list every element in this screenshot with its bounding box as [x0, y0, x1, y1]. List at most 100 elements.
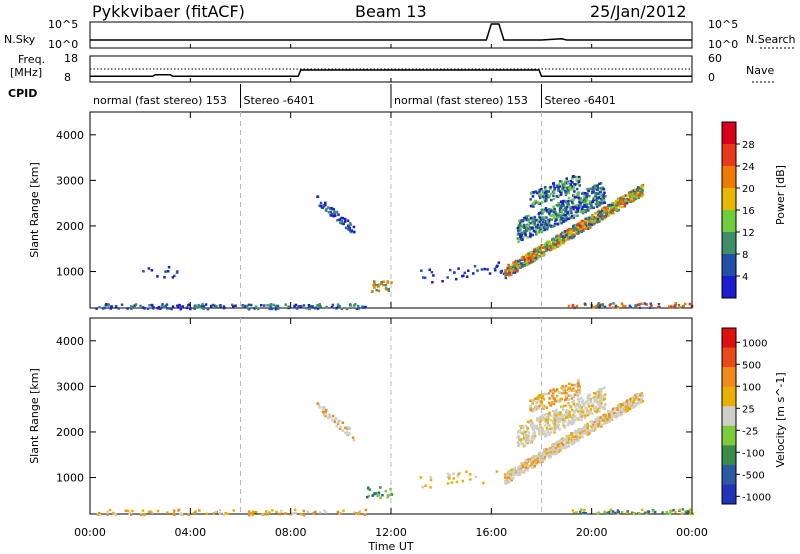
scatter-cell [539, 404, 543, 408]
scatter-cell [526, 469, 529, 472]
scatter-cell [493, 267, 497, 271]
scatter-cell [543, 223, 546, 226]
scatter-cell [612, 306, 615, 309]
scatter-cell [535, 419, 539, 422]
scatter-cell [542, 218, 546, 221]
power-colorbar-label: Power [dB] [774, 165, 787, 225]
scatter-cell [246, 307, 250, 310]
scatter-cell [573, 393, 577, 396]
scatter-cell [552, 197, 556, 201]
scatter-cell [596, 188, 599, 192]
scatter-cell [538, 420, 542, 424]
scatter-cell [553, 399, 557, 403]
scatter-cell [555, 408, 558, 412]
scatter-cell [544, 188, 547, 192]
scatter-cell [542, 210, 545, 213]
scatter-cell [546, 421, 549, 425]
scatter-cell [584, 192, 587, 195]
scatter-cell [533, 218, 536, 221]
scatter-cell [284, 303, 287, 306]
scatter-cell [552, 185, 556, 188]
scatter-cell [581, 200, 585, 203]
scatter-cell [156, 509, 160, 513]
scatter-cell [483, 267, 486, 271]
scatter-cell [559, 193, 563, 196]
scatter-cell [586, 395, 590, 398]
scatter-cell [473, 265, 477, 268]
scatter-cell [377, 285, 380, 288]
scatter-cell [564, 219, 568, 222]
scatter-cell [562, 421, 565, 424]
scatter-cell [556, 420, 559, 423]
scatter-cell [628, 407, 632, 411]
scatter-cell [540, 216, 544, 220]
scatter-cell [569, 435, 572, 439]
scatter-cell [606, 214, 610, 217]
scatter-cell [615, 416, 618, 419]
scatter-cell [584, 414, 587, 417]
scatter-cell [546, 248, 549, 251]
scatter-cell [569, 185, 572, 189]
scatter-cell [535, 233, 538, 236]
scatter-cell [624, 203, 627, 206]
scatter-cell [519, 262, 523, 265]
scatter-cell [607, 416, 611, 419]
scatter-cell [520, 233, 523, 237]
scatter-cell [494, 269, 497, 272]
scatter-cell [628, 304, 632, 308]
scatter-cell [639, 195, 642, 198]
scatter-cell [541, 459, 544, 462]
scatter-cell [585, 198, 589, 201]
scatter-cell [559, 210, 562, 213]
scatter-cell [327, 416, 330, 420]
scatter-cell [596, 425, 600, 428]
scatter-cell [596, 217, 599, 221]
scatter-cell [563, 236, 566, 240]
scatter-cell [524, 231, 527, 234]
scatter-cell [102, 307, 105, 310]
scatter-cell [302, 514, 306, 517]
scatter-cell [596, 186, 600, 190]
scatter-cell [555, 388, 559, 391]
scatter-cell [452, 472, 455, 475]
scatter-cell [538, 216, 542, 219]
scatter-cell [556, 444, 560, 447]
scatter-cell [578, 177, 582, 181]
scatter-cell [575, 179, 578, 182]
scatter-cell [603, 422, 606, 425]
scatter-cell [545, 392, 549, 396]
scatter-cell [549, 414, 552, 417]
scatter-cell [386, 494, 389, 498]
scatter-cell [684, 510, 688, 513]
scatter-cell [294, 303, 298, 307]
scatter-cell [505, 273, 508, 276]
scatter-cell [533, 455, 537, 458]
scatter-cell [563, 426, 567, 429]
scatter-cell [465, 275, 469, 278]
scatter-cell [322, 413, 326, 417]
scatter-cell [521, 464, 524, 467]
scatter-cell [536, 223, 540, 227]
scatter-cell [539, 245, 542, 249]
scatter-cell [573, 196, 577, 199]
scatter-cell [516, 266, 520, 270]
scatter-cell [537, 405, 541, 408]
scatter-cell [531, 399, 535, 402]
scatter-cell [548, 397, 551, 400]
scatter-cell [559, 241, 563, 245]
scatter-cell [297, 305, 300, 308]
scatter-cell [525, 260, 528, 263]
scatter-cell [565, 408, 568, 412]
scatter-cell [552, 415, 556, 419]
scatter-cell [598, 391, 601, 394]
scatter-cell [594, 212, 597, 215]
scatter-cell [525, 459, 528, 463]
scatter-cell [568, 233, 572, 236]
scatter-cell [633, 194, 637, 197]
scatter-cell [148, 304, 151, 307]
scatter-cell [571, 181, 574, 184]
scatter-cell [523, 224, 526, 227]
scatter-cell [580, 400, 584, 404]
scatter-cell [308, 307, 311, 311]
